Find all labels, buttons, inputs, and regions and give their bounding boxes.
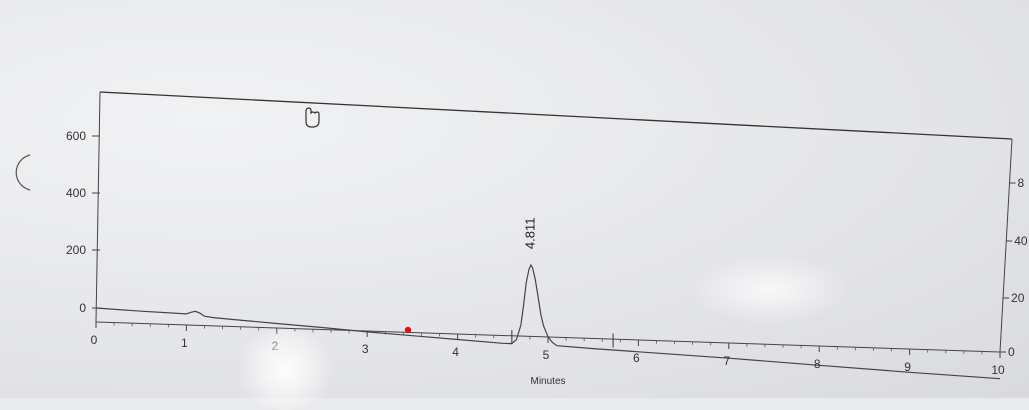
chromatogram-chart: 0123456789106004002000840200 4.811 Minut… bbox=[0, 0, 1029, 398]
y-right-tick-label: 8 bbox=[1018, 176, 1025, 190]
y-right-tick-label: 40 bbox=[1014, 234, 1028, 248]
y-left-tick-label: 400 bbox=[66, 186, 86, 200]
x-tick-label: 6 bbox=[633, 351, 640, 365]
x-tick-label: 3 bbox=[362, 342, 369, 356]
x-axis-title: Minutes bbox=[530, 376, 565, 387]
y-right-tick-label: 0 bbox=[1008, 345, 1015, 359]
peak-label: 4.811 bbox=[522, 218, 537, 250]
plot-frame bbox=[96, 92, 1012, 352]
plot-top-border bbox=[100, 92, 1012, 139]
red-dot-marker bbox=[405, 327, 411, 333]
plot-left-axis bbox=[96, 92, 100, 322]
y-left-tick-label: 200 bbox=[66, 243, 86, 257]
y-left-tick-label: 0 bbox=[79, 301, 86, 315]
x-tick-label: 10 bbox=[991, 363, 1005, 377]
plot-right-axis bbox=[1000, 139, 1012, 352]
hand-cursor-icon bbox=[306, 108, 319, 127]
axis-ticks bbox=[92, 136, 1016, 358]
x-tick-label: 5 bbox=[543, 348, 550, 362]
y-left-tick-label: 600 bbox=[66, 129, 86, 143]
x-tick-label: 0 bbox=[91, 333, 98, 347]
x-tick-label: 4 bbox=[452, 345, 459, 359]
punch-hole-arc bbox=[16, 155, 30, 190]
peak-labels: 4.811 bbox=[522, 218, 537, 250]
tick-labels: 0123456789106004002000840200 bbox=[66, 129, 1028, 377]
light-glare bbox=[690, 255, 850, 325]
x-tick-label: 1 bbox=[181, 336, 188, 350]
y-right-tick-label: 20 bbox=[1011, 291, 1025, 305]
light-glare bbox=[230, 330, 340, 410]
x-tick-label: 8 bbox=[814, 357, 821, 371]
x-tick-label: 7 bbox=[723, 354, 730, 368]
